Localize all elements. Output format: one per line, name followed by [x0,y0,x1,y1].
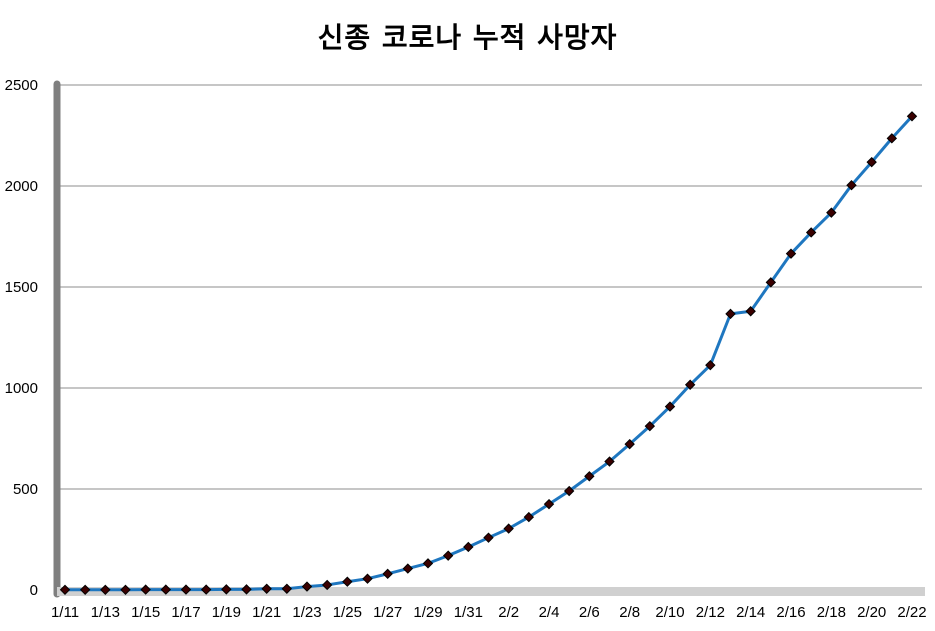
data-point [483,532,494,543]
x-tick-label: 1/25 [333,604,362,621]
x-tick-label: 1/21 [252,604,281,621]
data-point [503,523,514,534]
data-point [342,576,353,587]
x-tick-label: 2/4 [539,604,560,621]
y-tick-label: 2500 [5,77,38,94]
y-tick-label: 500 [13,481,38,498]
chart-title: 신종 코로나 누적 사망자 [317,21,618,54]
data-point [200,584,212,595]
x-tick-labels: 1/11 1/13 1/15 1/17 1/19 1/21 1/23 1/25 1/27 1/29… [51,604,927,621]
data-point [624,438,635,450]
axes [53,80,925,598]
data-point [684,379,696,390]
data-point [826,207,837,218]
data-point [644,420,656,432]
x-tick-label: 2/2 [498,604,519,621]
x-axis [57,587,925,596]
x-tick-label: 2/18 [817,604,846,621]
data-point [261,583,272,594]
data-point [241,584,252,595]
x-tick-label: 1/23 [292,604,321,621]
x-tick-label: 2/16 [776,604,805,621]
data-point [523,511,535,523]
data-point [745,306,756,317]
x-tick-label: 1/15 [131,604,160,621]
y-tick-labels: 0 500 1000 1500 2000 2500 [5,77,38,599]
y-tick-label: 0 [30,582,38,599]
data-point [79,584,91,596]
x-tick-label: 2/10 [655,604,684,621]
x-tick-label: 1/11 [51,604,79,621]
data-point [604,456,615,467]
data-point [805,227,817,238]
data-point [785,248,797,259]
x-tick-label: 1/19 [212,604,241,621]
data-point [563,485,575,497]
data-point [281,583,293,594]
data-point [463,541,474,553]
x-tick-label: 2/20 [857,604,886,621]
data-point [382,568,393,580]
data-point [543,498,555,510]
data-point [705,359,716,371]
x-tick-label: 1/17 [171,604,200,621]
data-point [59,584,71,596]
y-tick-label: 2000 [5,178,38,195]
x-tick-label: 1/27 [373,604,402,621]
data-point [321,579,333,591]
grid-lines [57,84,922,490]
data-point [422,558,434,569]
x-tick-label: 1/13 [91,604,120,621]
data-point [725,308,736,320]
data-point [221,584,232,595]
x-tick-label: 2/6 [579,604,600,621]
x-tick-label: 2/8 [619,604,640,621]
data-point [866,156,877,168]
data-point [140,584,151,595]
data-point [846,179,857,191]
y-tick-label: 1500 [5,279,38,296]
y-tick-label: 1000 [5,380,38,397]
x-tick-label: 2/12 [696,604,725,621]
data-point [906,111,918,122]
data-point [180,584,192,595]
x-tick-label: 2/14 [736,604,765,621]
data-point [584,471,595,482]
x-tick-label: 1/31 [454,604,483,621]
data-point [402,563,414,574]
data-point [301,581,313,592]
data-point [765,277,777,288]
data-point [160,584,172,595]
series-line-path [65,115,914,592]
data-point [886,133,898,144]
x-tick-label: 1/29 [413,604,442,621]
data-point [664,401,676,412]
data-point [442,550,454,561]
series-line [65,115,914,592]
data-points [59,111,918,596]
data-point [120,584,131,596]
data-point [100,584,111,596]
x-tick-label: 2/22 [897,604,926,621]
data-point [362,573,373,584]
